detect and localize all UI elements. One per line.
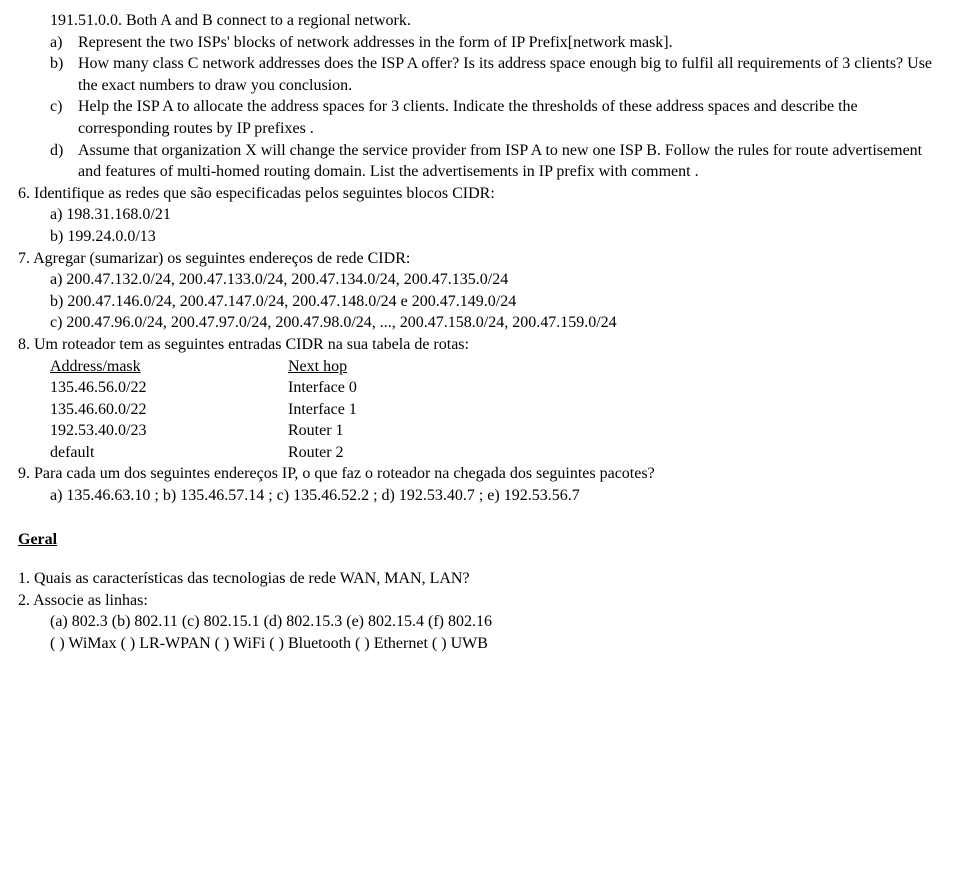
q7-a: a) 200.47.132.0/24, 200.47.133.0/24, 200… [18, 269, 942, 291]
q8-header: Address/mask Next hop [18, 356, 942, 378]
part-d: d) Assume that organization X will chang… [18, 140, 942, 183]
table-row: default Router 2 [18, 442, 942, 464]
part-b-text: How many class C network addresses does … [78, 53, 942, 96]
geral-q2: 2. Associe as linhas: [18, 590, 942, 612]
geral-q2-line1: (a) 802.3 (b) 802.11 (c) 802.15.1 (d) 80… [18, 611, 942, 633]
q8-row0-a: 135.46.56.0/22 [50, 377, 288, 399]
table-row: 192.53.40.0/23 Router 1 [18, 420, 942, 442]
q7-line: 7. Agregar (sumarizar) os seguintes ende… [18, 248, 942, 270]
q7-b: b) 200.47.146.0/24, 200.47.147.0/24, 200… [18, 291, 942, 313]
part-b: b) How many class C network addresses do… [18, 53, 942, 96]
q8-header-address: Address/mask [50, 356, 288, 378]
geral-q2-line2: ( ) WiMax ( ) LR-WPAN ( ) WiFi ( ) Bluet… [18, 633, 942, 655]
table-row: 135.46.60.0/22 Interface 1 [18, 399, 942, 421]
q8-header-nexthop: Next hop [288, 356, 942, 378]
q8-row1-b: Interface 1 [288, 399, 942, 421]
part-a: a) Represent the two ISPs' blocks of net… [18, 32, 942, 54]
part-a-marker: a) [50, 32, 78, 54]
preamble-line: 191.51.0.0. Both A and B connect to a re… [18, 10, 942, 32]
q8-row3-b: Router 2 [288, 442, 942, 464]
q9-sub: a) 135.46.63.10 ; b) 135.46.57.14 ; c) 1… [18, 485, 942, 507]
part-d-text: Assume that organization X will change t… [78, 140, 942, 183]
q8-row2-a: 192.53.40.0/23 [50, 420, 288, 442]
part-c-text: Help the ISP A to allocate the address s… [78, 96, 942, 139]
q6-line: 6. Identifique as redes que são especifi… [18, 183, 942, 205]
geral-q1: 1. Quais as características das tecnolog… [18, 568, 942, 590]
q7-c: c) 200.47.96.0/24, 200.47.97.0/24, 200.4… [18, 312, 942, 334]
part-c-marker: c) [50, 96, 78, 139]
q8-line: 8. Um roteador tem as seguintes entradas… [18, 334, 942, 356]
part-a-text: Represent the two ISPs' blocks of networ… [78, 32, 942, 54]
q8-row1-a: 135.46.60.0/22 [50, 399, 288, 421]
geral-title: Geral [18, 529, 942, 551]
q8-row3-a: default [50, 442, 288, 464]
q9-line: 9. Para cada um dos seguintes endereços … [18, 463, 942, 485]
q8-row2-b: Router 1 [288, 420, 942, 442]
table-row: 135.46.56.0/22 Interface 0 [18, 377, 942, 399]
q6-b: b) 199.24.0.0/13 [18, 226, 942, 248]
part-b-marker: b) [50, 53, 78, 96]
q8-row0-b: Interface 0 [288, 377, 942, 399]
q6-a: a) 198.31.168.0/21 [18, 204, 942, 226]
part-d-marker: d) [50, 140, 78, 183]
part-c: c) Help the ISP A to allocate the addres… [18, 96, 942, 139]
